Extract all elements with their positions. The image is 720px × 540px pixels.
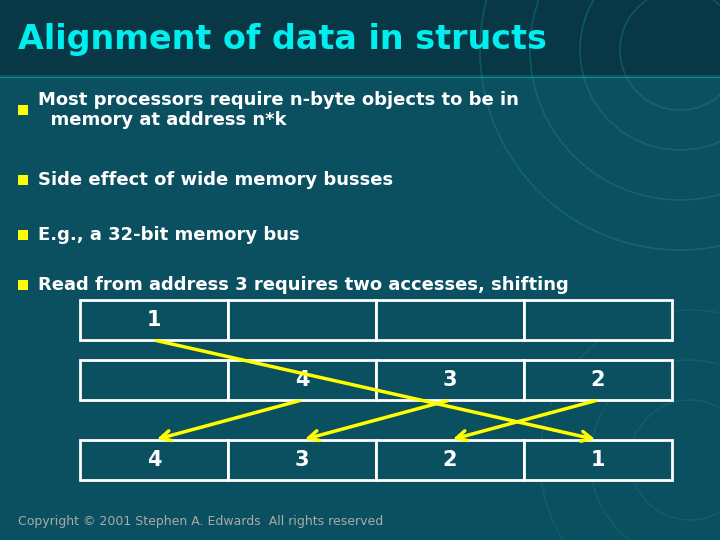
Bar — [80, 360, 228, 400]
Bar — [376, 360, 524, 400]
Text: E.g., a 32-bit memory bus: E.g., a 32-bit memory bus — [38, 226, 300, 244]
Bar — [524, 440, 672, 480]
Text: 4: 4 — [147, 450, 161, 470]
Bar — [18, 230, 28, 240]
Bar — [0, 0, 720, 75]
Bar — [524, 300, 672, 340]
Bar — [376, 440, 524, 480]
Bar — [80, 300, 228, 340]
Text: 3: 3 — [443, 370, 457, 390]
Text: 2: 2 — [443, 450, 457, 470]
Text: 2: 2 — [590, 370, 606, 390]
Bar — [18, 280, 28, 290]
Text: Read from address 3 requires two accesses, shifting: Read from address 3 requires two accesse… — [38, 276, 569, 294]
Text: Alignment of data in structs: Alignment of data in structs — [18, 24, 547, 57]
Text: 4: 4 — [294, 370, 310, 390]
Bar — [18, 105, 28, 115]
Bar — [228, 440, 376, 480]
Text: Side effect of wide memory busses: Side effect of wide memory busses — [38, 171, 393, 189]
Bar — [228, 360, 376, 400]
Bar — [18, 175, 28, 185]
Bar — [376, 300, 524, 340]
Text: Copyright © 2001 Stephen A. Edwards  All rights reserved: Copyright © 2001 Stephen A. Edwards All … — [18, 516, 383, 529]
Text: Most processors require n-byte objects to be in
  memory at address n*k: Most processors require n-byte objects t… — [38, 91, 519, 130]
Bar — [80, 440, 228, 480]
Text: 3: 3 — [294, 450, 310, 470]
Text: 1: 1 — [147, 310, 161, 330]
Text: 1: 1 — [590, 450, 606, 470]
Bar — [228, 300, 376, 340]
Bar — [524, 360, 672, 400]
